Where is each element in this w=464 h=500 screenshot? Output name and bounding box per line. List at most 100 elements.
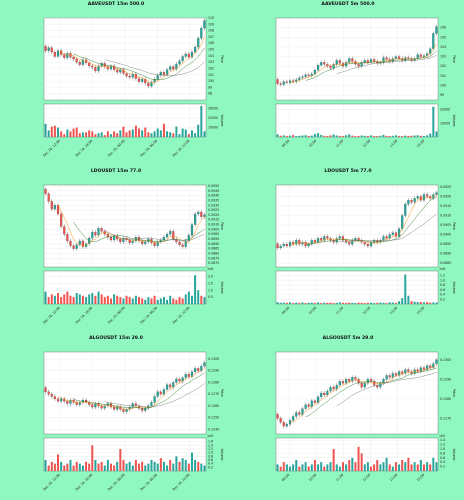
- candle-body: [394, 56, 398, 59]
- volume-bar: [401, 460, 404, 471]
- candle-body: [109, 237, 113, 241]
- candle-body: [200, 211, 203, 217]
- volume-bar: [435, 462, 438, 471]
- volume-bar: [317, 133, 320, 137]
- volume-bar: [75, 461, 78, 471]
- price-tick-label: 103: [208, 60, 214, 64]
- chart-title: ALGOUSDT 15m 29.0: [89, 336, 143, 341]
- candle-body: [97, 65, 100, 72]
- volume-bar: [410, 135, 413, 137]
- candle-body: [88, 402, 91, 405]
- volume-bar: [413, 301, 416, 304]
- candle-body: [288, 80, 292, 83]
- volume-bar: [388, 464, 391, 471]
- volume-bar: [88, 294, 91, 304]
- volume-bar: [81, 465, 84, 471]
- candlestick-chart: 0.0885 0.0890 0.0895 0.0900 0.0905 0.0910 0.09…: [275, 184, 456, 315]
- candle-body: [197, 38, 200, 48]
- moving-average-line: [73, 372, 205, 409]
- candle-body: [429, 365, 432, 368]
- volume-bar: [391, 135, 394, 137]
- candle-body: [394, 373, 398, 376]
- volume-bar: [119, 130, 122, 137]
- volume-bar: [94, 460, 97, 471]
- moving-average-line: [57, 204, 205, 246]
- price-tick-label: 106: [440, 26, 446, 30]
- time-tick-label: Dec 19, 06:00: [139, 473, 158, 492]
- volume-bar: [172, 463, 175, 471]
- volume-bar: [85, 132, 88, 137]
- volume-bar: [385, 303, 388, 304]
- volume-bar: [385, 457, 388, 471]
- price-tick-label: 0.0905: [440, 223, 451, 227]
- time-tick-label: 09:00: [281, 306, 290, 315]
- volume-bar: [97, 133, 100, 137]
- candle-body: [301, 76, 304, 78]
- moving-average-line: [305, 367, 437, 418]
- volume-tick-label: 0.5: [208, 295, 213, 299]
- moving-average-line: [305, 197, 437, 245]
- price-tick-label: 0.0945: [208, 189, 219, 193]
- volume-tick-label: 1.0: [208, 288, 213, 292]
- price-tick-label: 0.0940: [208, 194, 219, 198]
- volume-bar: [366, 136, 369, 137]
- price-tick-label: 101: [440, 74, 446, 78]
- candle-body: [354, 61, 357, 65]
- candle-body: [187, 235, 190, 242]
- time-tick-label: 10:00: [308, 473, 317, 482]
- candle-body: [323, 236, 326, 241]
- candle-body: [63, 54, 66, 58]
- chart-panel: AAVEUSDT 5m 500.0 99 100 101 102 103 104 105 106…: [232, 0, 464, 165]
- volume-bar: [348, 134, 351, 137]
- price-tick-label: 98: [208, 92, 212, 96]
- price-tick-label: 0.0915: [208, 218, 219, 222]
- price-tick-label: 0.0910: [208, 223, 219, 227]
- candle-body: [122, 69, 125, 74]
- volume-bar: [388, 136, 391, 137]
- candle-body: [282, 422, 285, 427]
- volume-bar: [292, 464, 295, 471]
- volume-bar: [172, 133, 175, 137]
- candle-body: [53, 51, 56, 57]
- volume-bar: [144, 465, 147, 471]
- volume-bar: [298, 466, 301, 471]
- volume-bar: [282, 302, 285, 304]
- candle-body: [304, 404, 307, 409]
- volume-bar: [276, 302, 279, 304]
- time-tick-label: Dec 19, 06:00: [139, 139, 158, 158]
- volume-bar: [338, 302, 341, 304]
- candle-body: [128, 239, 131, 243]
- price-tick-label: 0.1260: [208, 404, 219, 408]
- candle-body: [410, 200, 413, 203]
- volume-bar: [310, 302, 313, 304]
- moving-average-line: [336, 372, 437, 406]
- candle-body: [379, 383, 382, 388]
- candle-body: [122, 409, 125, 412]
- candle-body: [316, 238, 320, 243]
- candle-body: [47, 391, 50, 395]
- volume-tick-label: 30000: [208, 107, 218, 111]
- volume-bar: [394, 302, 397, 304]
- candle-body: [335, 60, 338, 65]
- moving-average-line: [104, 383, 205, 408]
- candle-body: [50, 47, 53, 53]
- candle-body: [63, 226, 66, 235]
- candle-body: [75, 58, 78, 63]
- candle-body: [165, 384, 169, 390]
- candle-body: [44, 387, 47, 392]
- price-axis-label: Price: [452, 389, 456, 397]
- candle-body: [422, 55, 426, 57]
- candle-body: [351, 58, 354, 62]
- candle-body: [91, 404, 94, 408]
- price-tick-label: 0.0900: [208, 232, 219, 236]
- candle-body: [320, 392, 323, 397]
- chart-panel: AAVEUSDT 15m 500.0 98 99 100 101 102 103 104 105…: [0, 0, 232, 165]
- chart-title: LDOUSDT 5m 77.0: [324, 169, 372, 174]
- candle-body: [366, 60, 369, 63]
- volume-bar: [323, 302, 326, 304]
- volume-bar: [407, 295, 410, 304]
- volume-bar: [125, 132, 128, 137]
- volume-bar: [360, 135, 363, 137]
- volume-bar: [100, 294, 103, 304]
- volume-tick-label: 1.6: [208, 440, 213, 444]
